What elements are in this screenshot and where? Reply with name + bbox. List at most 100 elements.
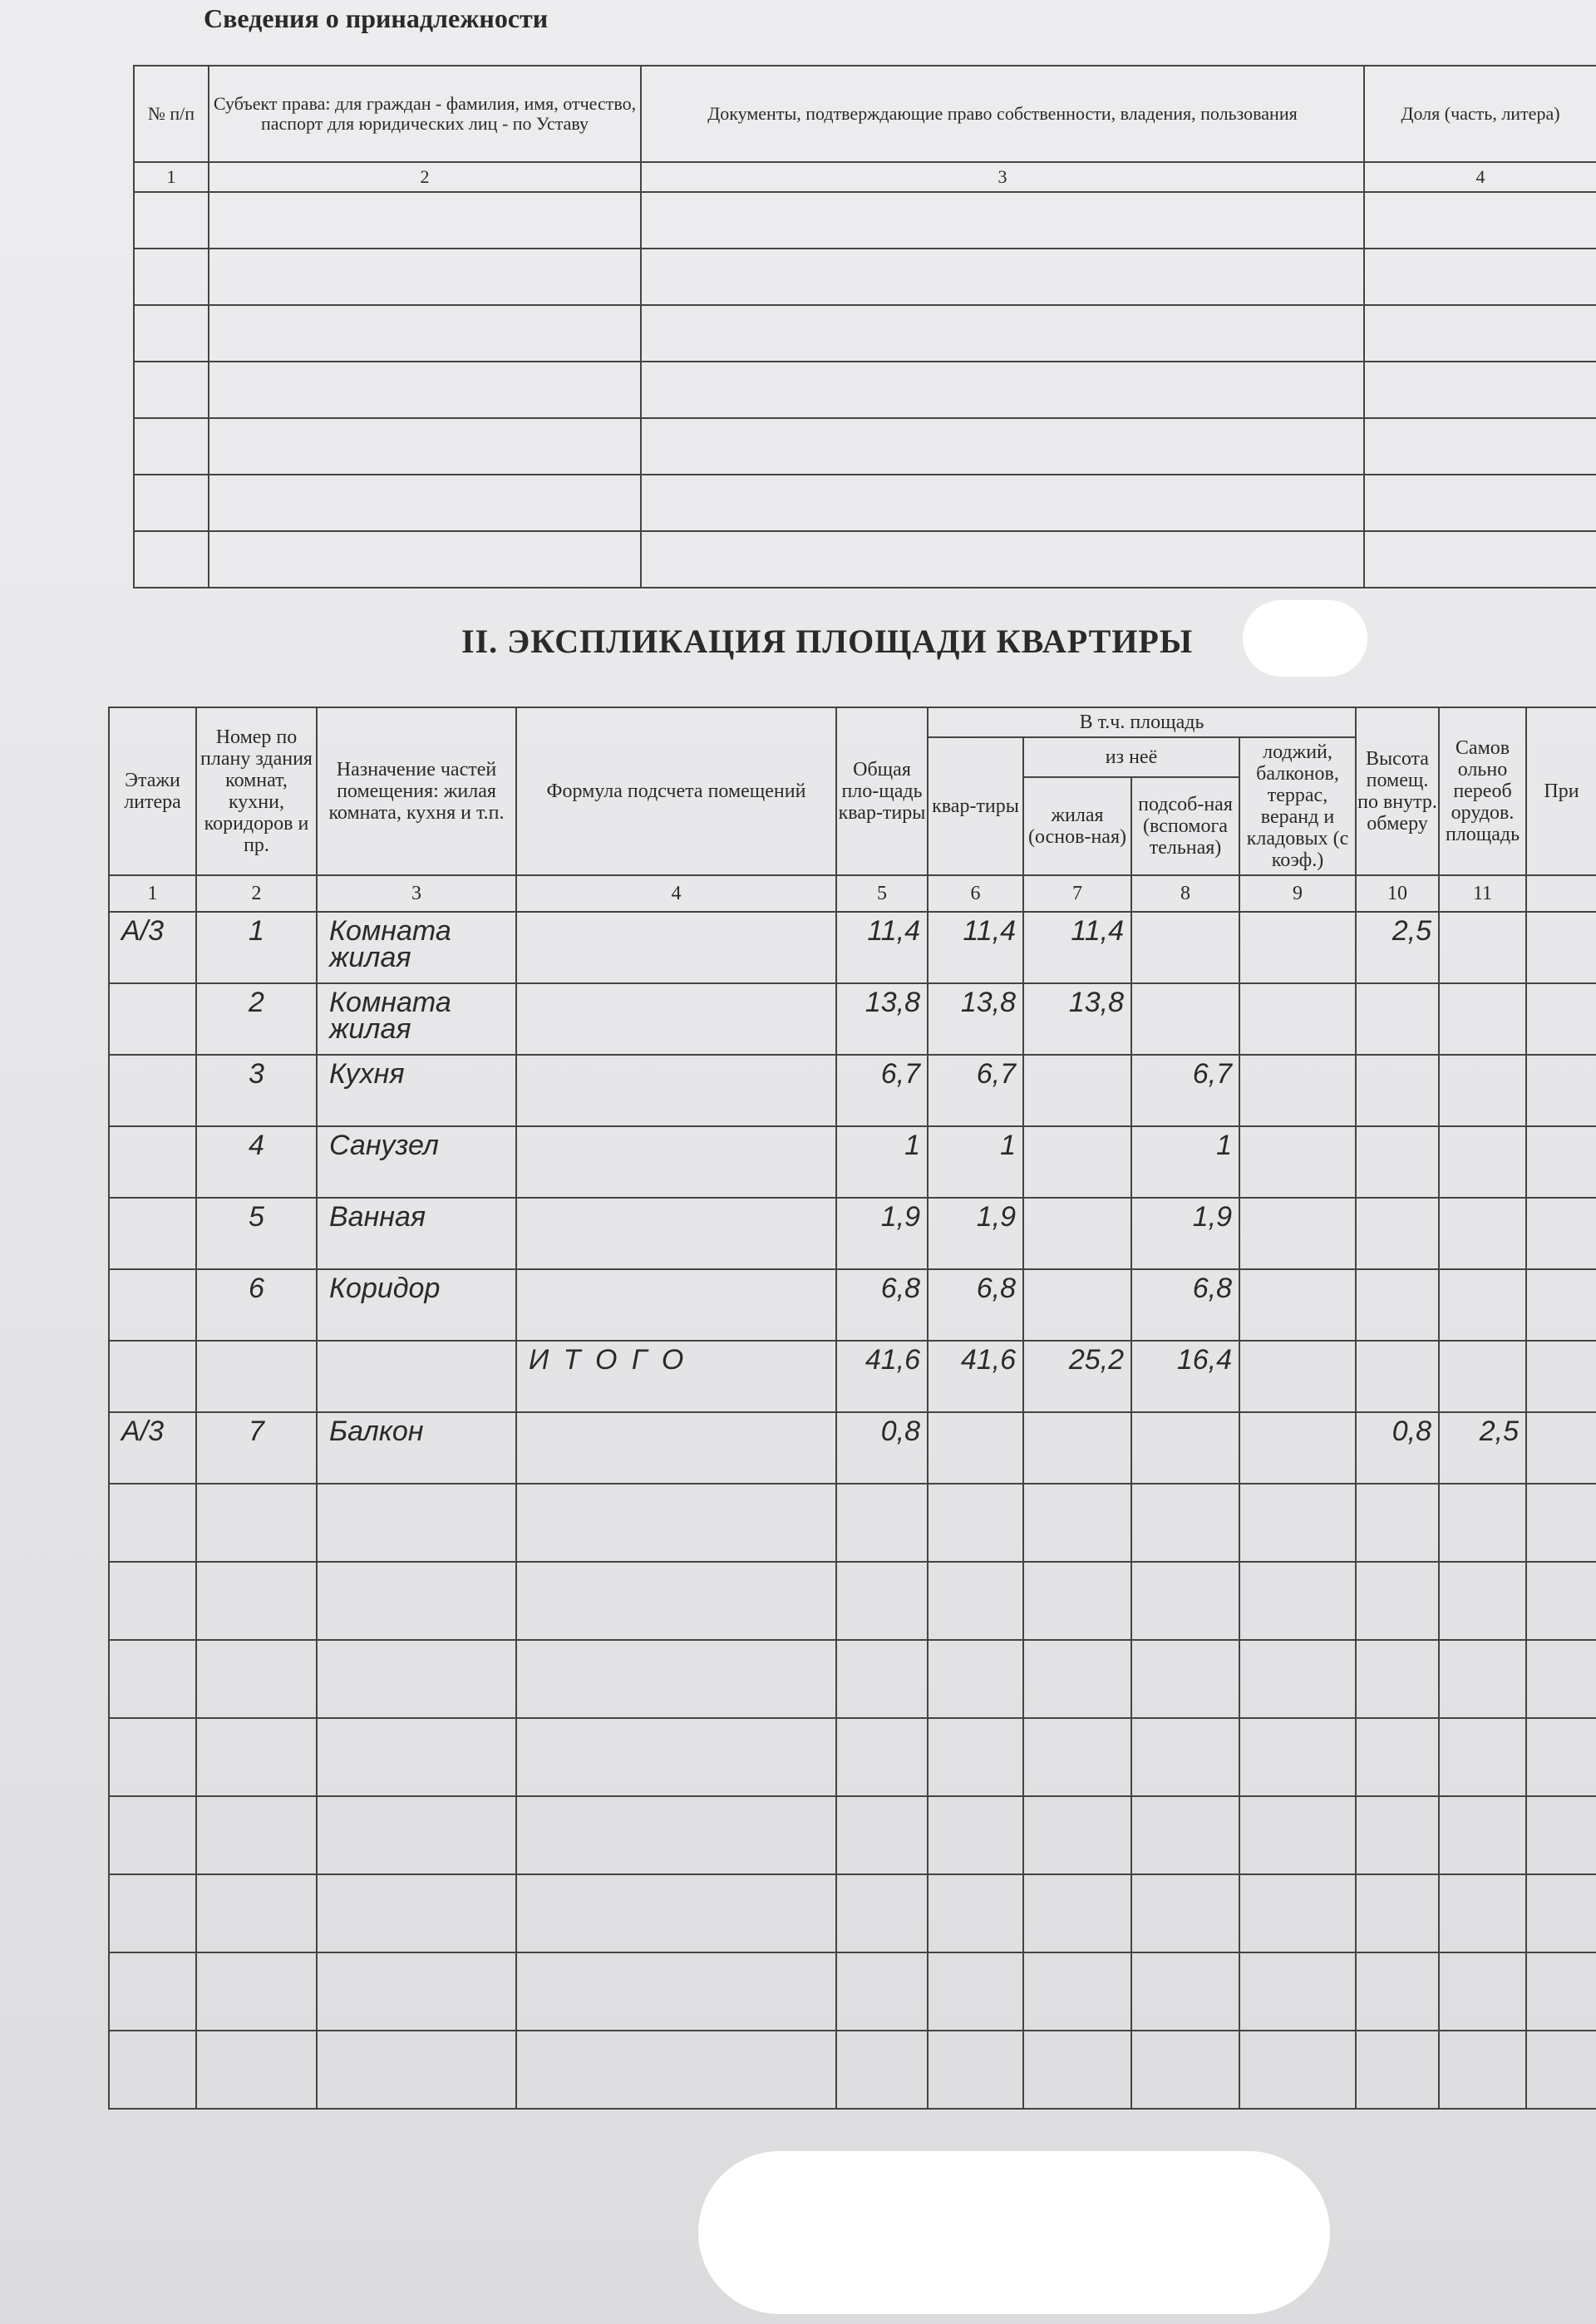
table-row bbox=[133, 304, 1596, 362]
empty-cell bbox=[1239, 1795, 1357, 1875]
empty-cell bbox=[1438, 1795, 1527, 1875]
empty-cell bbox=[927, 1483, 1024, 1563]
cell-total: 13,8 bbox=[835, 982, 929, 1056]
header-living: жилая (основ-ная) bbox=[1022, 776, 1132, 876]
cell-loggia bbox=[1239, 1340, 1357, 1413]
empty-cell bbox=[835, 1639, 929, 1719]
empty-cell bbox=[1022, 1717, 1132, 1797]
empty-cell bbox=[835, 1483, 929, 1563]
cell-living bbox=[1022, 1197, 1132, 1270]
ownership-title: Сведения о принадлежности bbox=[204, 3, 549, 33]
empty-cell bbox=[1130, 1952, 1240, 2031]
empty-cell bbox=[835, 1952, 929, 2031]
cell-floor bbox=[108, 1125, 197, 1199]
table-row bbox=[108, 1561, 1596, 1641]
header-incl-area: В т.ч. площадь bbox=[927, 707, 1357, 738]
cell-height: 2,5 bbox=[1355, 911, 1440, 984]
empty-cell bbox=[208, 304, 642, 362]
empty-cell bbox=[640, 304, 1365, 362]
cell-remod bbox=[1438, 1340, 1527, 1413]
cell-aux bbox=[1130, 982, 1240, 1056]
empty-cell bbox=[640, 530, 1365, 588]
empty-cell bbox=[195, 1873, 318, 1953]
cell-loggia bbox=[1239, 982, 1357, 1056]
cell-num: 3 bbox=[195, 1054, 318, 1127]
cell-purpose: Балкон bbox=[316, 1411, 517, 1485]
empty-cell bbox=[316, 1639, 517, 1719]
table-row bbox=[133, 474, 1596, 532]
header-row: № п/п Субъект права: для граждан - фамил… bbox=[133, 65, 1596, 163]
cell-height bbox=[1355, 1125, 1440, 1199]
header-note: При bbox=[1525, 707, 1596, 876]
header-of-which: из неё bbox=[1022, 736, 1240, 779]
cell-aux: 6,7 bbox=[1130, 1054, 1240, 1127]
empty-cell bbox=[640, 248, 1365, 306]
cell-total: 1 bbox=[835, 1125, 929, 1199]
cell-formula bbox=[515, 1268, 837, 1342]
cell-aux: 1 bbox=[1130, 1125, 1240, 1199]
table-row: 4 Санузел 1 1 1 bbox=[108, 1125, 1596, 1199]
cell-purpose: Коридор bbox=[316, 1268, 517, 1342]
cell-formula bbox=[515, 911, 837, 984]
empty-cell bbox=[1525, 1795, 1596, 1875]
cell-note bbox=[1525, 1411, 1596, 1485]
cell-floor: А/3 bbox=[108, 1411, 197, 1485]
header-height: Высота помещ. по внутр. обмеру bbox=[1355, 707, 1440, 876]
empty-cell bbox=[1355, 1639, 1440, 1719]
empty-cell bbox=[927, 1561, 1024, 1641]
cell-height: 0,8 bbox=[1355, 1411, 1440, 1485]
empty-cell bbox=[316, 2030, 517, 2110]
cell-loggia bbox=[1239, 911, 1357, 984]
cell-formula bbox=[515, 1054, 837, 1127]
empty-cell bbox=[1239, 1561, 1357, 1641]
empty-cell bbox=[1438, 1873, 1527, 1953]
empty-cell bbox=[1130, 2030, 1240, 2110]
cell-num: 6 bbox=[195, 1268, 318, 1342]
col-num: 1 bbox=[108, 874, 197, 913]
empty-cell bbox=[515, 1483, 837, 1563]
cell-remod: 2,5 bbox=[1438, 1411, 1527, 1485]
empty-cell bbox=[1022, 1639, 1132, 1719]
cell-note bbox=[1525, 1125, 1596, 1199]
header-plan-number: Номер по плану здания комнат, кухни, кор… bbox=[195, 707, 318, 876]
cell-aux: 6,8 bbox=[1130, 1268, 1240, 1342]
empty-cell bbox=[316, 1795, 517, 1875]
empty-cell bbox=[927, 2030, 1024, 2110]
empty-cell bbox=[208, 361, 642, 419]
empty-cell bbox=[108, 1795, 197, 1875]
cell-remod bbox=[1438, 982, 1527, 1056]
cell-floor bbox=[108, 982, 197, 1056]
cell-apt bbox=[927, 1411, 1024, 1485]
cell-num: 4 bbox=[195, 1125, 318, 1199]
cell-apt: 11,4 bbox=[927, 911, 1024, 984]
cell-remod bbox=[1438, 1268, 1527, 1342]
cell-living: 25,2 bbox=[1022, 1340, 1132, 1413]
redaction-blob bbox=[698, 2151, 1330, 2314]
cell-apt: 1 bbox=[927, 1125, 1024, 1199]
cell-note bbox=[1525, 982, 1596, 1056]
empty-cell bbox=[1438, 1639, 1527, 1719]
empty-cell bbox=[927, 1873, 1024, 1953]
cell-remod bbox=[1438, 1197, 1527, 1270]
cell-height bbox=[1355, 1340, 1440, 1413]
table-row bbox=[133, 530, 1596, 588]
header-loggias: лоджий, балконов, террас, веранд и кладо… bbox=[1239, 736, 1357, 876]
header-apartment: квар-тиры bbox=[927, 736, 1024, 876]
cell-apt: 6,8 bbox=[927, 1268, 1024, 1342]
empty-cell bbox=[1363, 530, 1596, 588]
cell-purpose: Кухня bbox=[316, 1054, 517, 1127]
table-row bbox=[133, 191, 1596, 249]
cell-floor bbox=[108, 1197, 197, 1270]
table-row: А/3 1 Комната жилая 11,4 11,4 11,4 2,5 bbox=[108, 911, 1596, 984]
table-row: 2 Комната жилая 13,8 13,8 13,8 bbox=[108, 982, 1596, 1056]
empty-cell bbox=[1022, 1873, 1132, 1953]
header-purpose: Назначение частей помещения: жилая комна… bbox=[316, 707, 517, 876]
empty-cell bbox=[515, 1873, 837, 1953]
empty-cell bbox=[927, 1952, 1024, 2031]
empty-cell bbox=[1239, 1873, 1357, 1953]
empty-cell bbox=[1363, 417, 1596, 475]
empty-cell bbox=[195, 1795, 318, 1875]
table-row bbox=[108, 1952, 1596, 2031]
empty-cell bbox=[108, 1717, 197, 1797]
empty-cell bbox=[515, 1561, 837, 1641]
